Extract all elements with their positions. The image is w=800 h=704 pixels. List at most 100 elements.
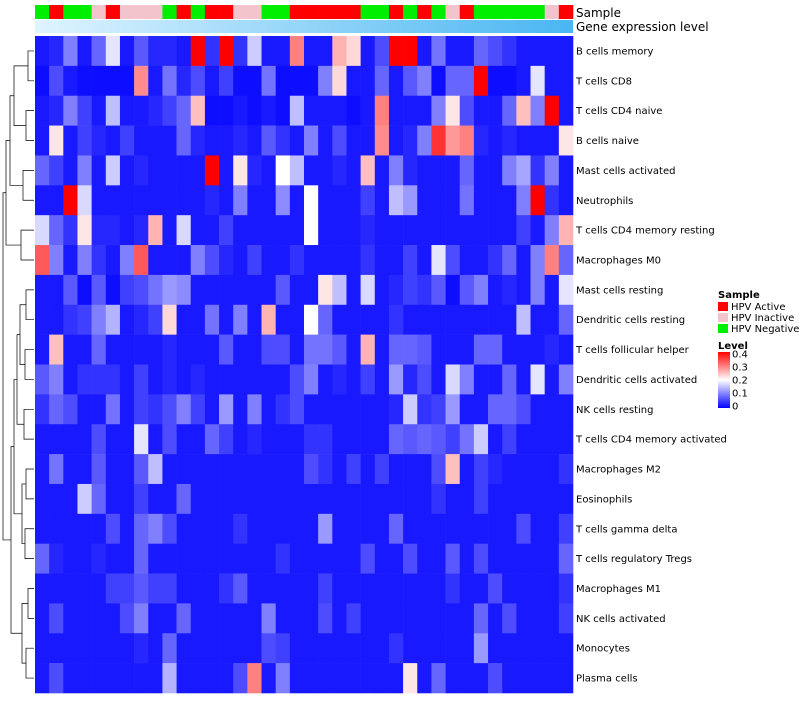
heatmap-cell (304, 125, 319, 156)
heatmap-cell (162, 155, 177, 186)
heatmap-cell (275, 125, 291, 156)
heatmap-cell (304, 65, 319, 97)
heatmap-cell (119, 155, 135, 186)
heatmap-cell (530, 65, 545, 97)
heatmap-cell (459, 65, 475, 97)
row-label: Macrophages M0 (576, 255, 661, 266)
heatmap-cell (119, 663, 135, 694)
heatmap-cell (417, 125, 432, 156)
heatmap-cell (134, 274, 149, 306)
heatmap-cell (473, 483, 489, 515)
heatmap-cell (558, 633, 574, 664)
heatmap-cell (304, 633, 319, 664)
heatmap-cell (558, 95, 574, 126)
heatmap-cell (530, 603, 545, 634)
heatmap-cell (134, 663, 149, 694)
heatmap-cell (502, 95, 517, 126)
heatmap-cell (488, 633, 503, 664)
heatmap-cell (374, 454, 390, 485)
heatmap-cell (289, 394, 305, 425)
row-label: T cells follicular helper (575, 345, 690, 356)
heatmap-cell (516, 36, 531, 67)
heatmap-cell (346, 543, 361, 574)
heatmap-cell (105, 573, 121, 604)
heatmap-cell (289, 334, 305, 365)
heatmap-cell (417, 573, 432, 604)
heatmap-cell (374, 155, 390, 186)
heatmap-cell (488, 304, 503, 335)
heatmap-cell (403, 304, 418, 335)
heatmap-cell (304, 364, 319, 395)
heatmap-cell (134, 215, 149, 246)
heatmap-cell (544, 65, 560, 97)
heatmap-cell (233, 663, 248, 694)
heatmap-cell (516, 125, 531, 156)
heatmap-cell (119, 454, 135, 485)
heatmap-cell (502, 185, 517, 216)
heatmap-cell (63, 663, 78, 694)
heatmap-cell (204, 394, 220, 425)
heatmap-cell (162, 334, 177, 365)
heatmap-cell (261, 36, 276, 67)
heatmap-cell (360, 274, 376, 306)
heatmap-cell (488, 245, 503, 276)
sample-annotation-cell (332, 5, 347, 19)
heatmap-cell (332, 663, 347, 694)
heatmap-cell (77, 364, 92, 395)
dendrogram-branch (21, 483, 26, 545)
heatmap-cell (304, 334, 319, 365)
heatmap-cell (35, 334, 50, 365)
heatmap-cell (346, 394, 361, 425)
heatmap-cell (91, 215, 107, 246)
heatmap-cell (119, 573, 135, 604)
heatmap-cell (148, 364, 163, 395)
heatmap-cell (148, 65, 163, 97)
heatmap-cell (261, 274, 276, 306)
heatmap-cell (119, 95, 135, 126)
sample-annotation-cell (360, 5, 376, 19)
sample-legend-swatch (718, 324, 728, 333)
heatmap-cell (119, 364, 135, 395)
heatmap-cell (417, 663, 432, 694)
heatmap-cell (91, 274, 107, 306)
heatmap-cell (91, 633, 107, 664)
heatmap-cell (374, 215, 390, 246)
heatmap-cell (190, 424, 206, 455)
heatmap-cell (35, 543, 50, 574)
heatmap-cell (374, 274, 390, 306)
heatmap-cell (134, 155, 149, 186)
heatmap-cell (459, 95, 475, 126)
heatmap-cell (105, 513, 121, 544)
sample-annotation-cell (233, 5, 248, 19)
heatmap-cell (346, 155, 361, 186)
sample-legend-swatch (718, 302, 728, 311)
heatmap-cell (63, 424, 78, 455)
heatmap-cell (219, 274, 234, 306)
heatmap-cell (304, 394, 319, 425)
heatmap-cell (247, 245, 262, 276)
heatmap-cell (119, 633, 135, 664)
heatmap-cell (77, 95, 92, 126)
heatmap-cell (261, 394, 276, 425)
heatmap-cell (261, 95, 276, 126)
heatmap-cell (247, 95, 262, 126)
heatmap-cell (162, 573, 177, 604)
row-label: NK cells resting (576, 405, 653, 416)
heatmap-cell (473, 125, 489, 156)
heatmap-cell (134, 95, 149, 126)
heatmap-cell (544, 274, 560, 306)
heatmap-cell (516, 245, 531, 276)
dendrogram-branch (27, 50, 34, 82)
heatmap-cell (388, 274, 404, 306)
sample-annotation-cell (417, 5, 432, 19)
heatmap-cell (403, 603, 418, 634)
heatmap-cell (318, 65, 333, 97)
heatmap-cell (332, 424, 347, 455)
heatmap-cell (233, 185, 248, 216)
level-legend-tick: 0.2 (732, 376, 748, 387)
heatmap-cell (360, 334, 376, 365)
heatmap-cell (176, 274, 192, 306)
heatmap-cell (332, 543, 347, 574)
sample-annotation-cell (148, 5, 163, 19)
heatmap-cell (35, 364, 50, 395)
